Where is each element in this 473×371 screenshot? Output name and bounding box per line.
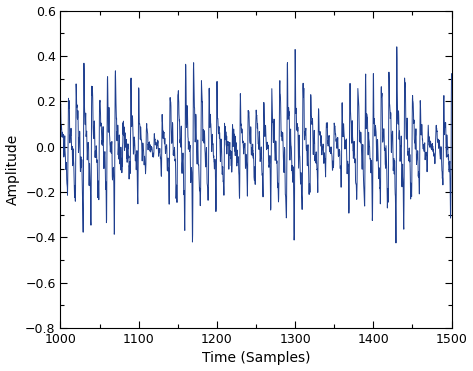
Y-axis label: Amplitude: Amplitude — [6, 134, 19, 205]
X-axis label: Time (Samples): Time (Samples) — [202, 351, 310, 365]
